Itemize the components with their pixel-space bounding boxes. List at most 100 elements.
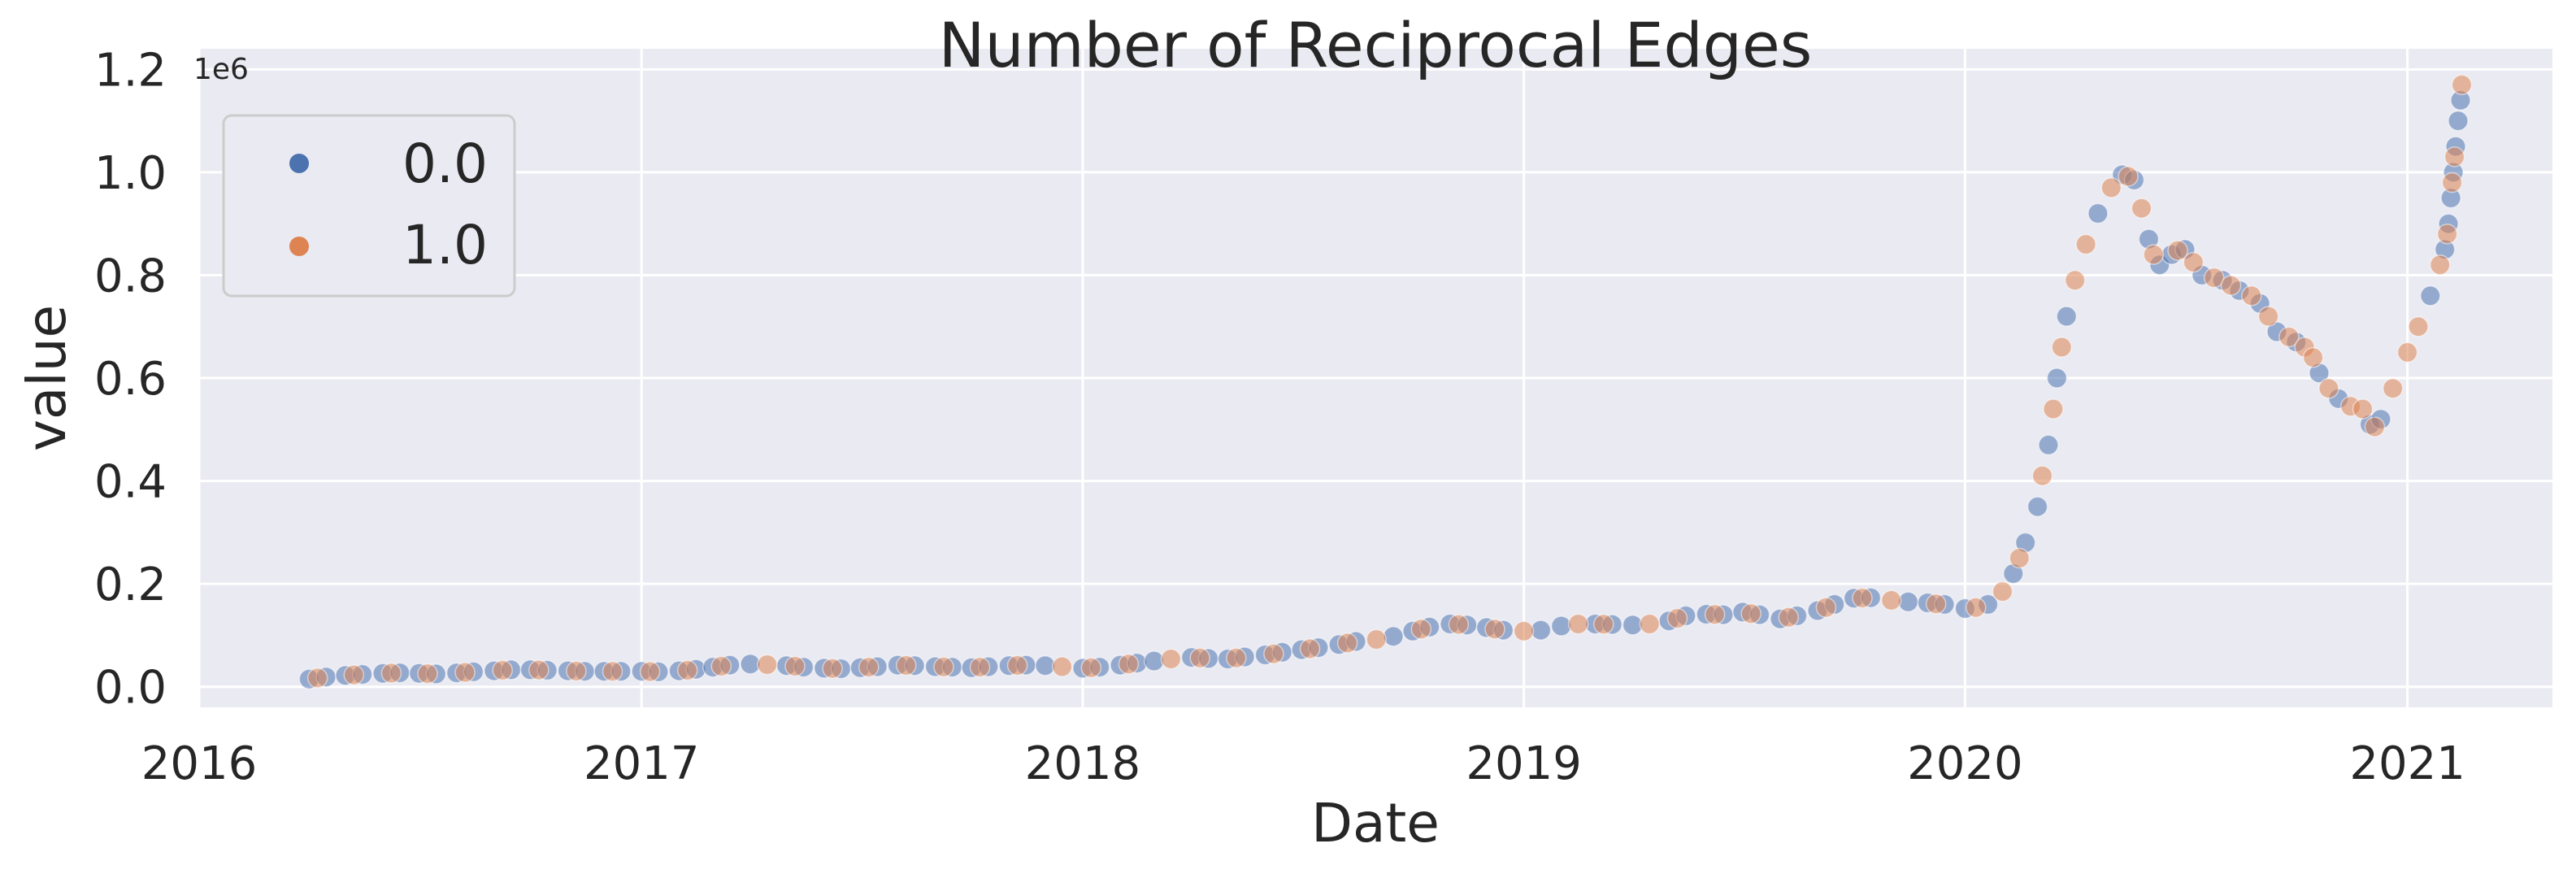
data-point [784, 655, 806, 677]
y-tick-label: 1.0 [94, 147, 167, 200]
data-point [1080, 657, 1102, 679]
legend: 0.0 1.0 [222, 114, 516, 298]
data-point [2420, 285, 2441, 307]
data-point [1965, 597, 1987, 618]
data-point [2118, 166, 2139, 187]
data-point [2051, 337, 2073, 358]
data-point [2038, 434, 2059, 456]
data-point [2183, 251, 2205, 273]
data-point [2241, 285, 2262, 307]
data-point [2026, 496, 2048, 517]
x-axis-ticks: 2016 2017 2018 2019 2020 2021 [141, 737, 2465, 790]
data-point [1299, 638, 1321, 659]
data-point [2046, 367, 2068, 389]
data-point [1336, 633, 1358, 654]
data-point [1263, 643, 1284, 664]
data-point [1925, 594, 1947, 615]
data-point [1118, 654, 1140, 675]
data-point [2302, 346, 2324, 368]
data-point [757, 654, 778, 676]
data-point [2448, 110, 2469, 132]
y-axis-label: value [15, 305, 78, 451]
data-point [2382, 377, 2404, 399]
data-point [2364, 416, 2386, 437]
data-point [1666, 607, 1688, 629]
data-point [1778, 607, 1800, 628]
data-point [2220, 275, 2242, 296]
data-point [2408, 315, 2429, 337]
data-point [822, 658, 843, 679]
data-point [2352, 398, 2374, 420]
y-tick-label: 0.0 [94, 662, 167, 715]
data-point [1567, 613, 1589, 635]
data-point [2043, 398, 2064, 420]
x-tick-label: 2018 [1025, 737, 1141, 790]
legend-marker-0 [289, 154, 309, 173]
data-point [1448, 614, 1470, 635]
y-offset-label: 1e6 [193, 53, 249, 86]
data-point [566, 660, 587, 682]
y-tick-label: 0.8 [94, 250, 167, 302]
series-1.0 [306, 74, 2473, 689]
x-tick-label: 2019 [1466, 737, 1582, 790]
data-point [1189, 647, 1210, 669]
data-point [380, 663, 402, 684]
data-point [343, 664, 365, 685]
data-point [1704, 604, 1726, 625]
data-point [528, 659, 550, 681]
data-point [454, 662, 476, 683]
y-tick-label: 1.2 [94, 44, 167, 97]
data-point [492, 659, 513, 681]
data-point [2131, 198, 2152, 219]
data-point [639, 661, 661, 682]
data-point [2143, 244, 2165, 265]
data-point [2429, 254, 2451, 276]
data-point [1992, 580, 2013, 602]
data-point [1366, 628, 1387, 650]
data-point [858, 656, 880, 678]
data-point [2056, 306, 2078, 327]
data-point [933, 656, 954, 678]
data-point [1639, 613, 1661, 635]
x-tick-label: 2021 [2349, 737, 2465, 790]
data-point [2203, 267, 2225, 289]
data-point [2167, 240, 2188, 261]
x-axis-label: Date [1311, 792, 1440, 854]
data-point [1740, 603, 1761, 624]
data-point [1880, 589, 1902, 611]
y-axis-ticks: 0.0 0.2 0.4 0.6 0.8 1.0 1.2 [94, 44, 167, 714]
data-point [1006, 654, 1028, 676]
data-point [2436, 224, 2458, 245]
x-tick-label: 2017 [584, 737, 700, 790]
data-point [1160, 648, 1182, 670]
data-point [2087, 202, 2109, 224]
data-point [2318, 377, 2339, 399]
data-point [306, 667, 328, 689]
x-tick-label: 2020 [1907, 737, 2023, 790]
x-tick-label: 2016 [141, 737, 258, 790]
data-point [602, 660, 623, 682]
scatter-points [298, 74, 2473, 689]
data-point [1410, 619, 1432, 640]
y-tick-label: 0.2 [94, 559, 167, 611]
data-point [2451, 74, 2473, 96]
data-point [1226, 647, 1247, 669]
data-point [2396, 341, 2418, 363]
data-point [896, 654, 917, 676]
y-tick-label: 0.6 [94, 353, 167, 406]
data-point [1815, 597, 1837, 618]
legend-marker-1 [289, 237, 309, 256]
data-point [1513, 620, 1535, 642]
data-point [2444, 146, 2465, 167]
data-point [1051, 656, 1073, 677]
legend-label-1: 1.0 [402, 214, 488, 276]
data-point [2441, 172, 2463, 193]
y-tick-label: 0.4 [94, 456, 167, 509]
data-point [1484, 619, 1505, 640]
data-point [969, 656, 991, 678]
data-point [2075, 233, 2096, 255]
data-point [1852, 587, 1873, 609]
chart-title: Number of Reciprocal Edges [939, 9, 1813, 81]
data-point [1383, 625, 1404, 647]
